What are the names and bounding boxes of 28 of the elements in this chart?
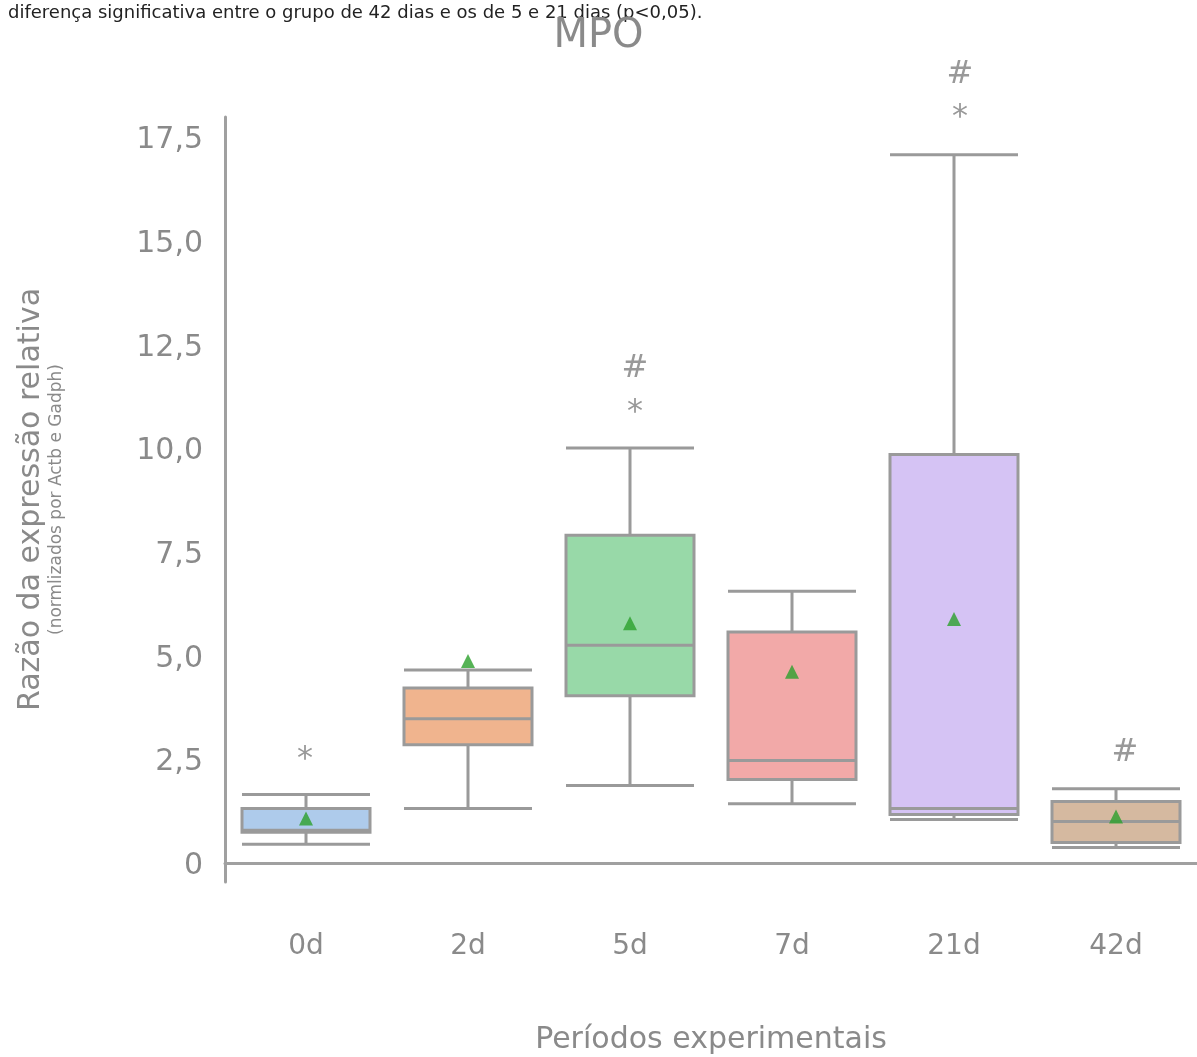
x-tick-label: 5d — [612, 927, 648, 961]
annotation: * — [952, 96, 968, 134]
point — [1109, 809, 1123, 824]
annotation: * — [297, 738, 313, 776]
y-tick-label: 10,0 — [136, 431, 203, 467]
x-tick-label: 21d — [927, 927, 981, 961]
x-tick-label: 2d — [450, 927, 486, 961]
y-tick-label: 0 — [183, 845, 203, 881]
point — [623, 616, 637, 631]
y-tick-label: 15,0 — [136, 223, 203, 259]
y-tick-label: 5,0 — [155, 638, 203, 674]
x-tick-label: 42d — [1089, 927, 1143, 961]
y-tick-label: 17,5 — [136, 120, 203, 156]
annotation: # — [621, 347, 649, 385]
x-tick-label: 7d — [774, 927, 810, 961]
y-tick-label: 12,5 — [136, 327, 203, 363]
x-tick-label: 0d — [288, 927, 324, 961]
y-tick-label: 2,5 — [155, 742, 203, 778]
point — [299, 811, 313, 826]
point — [461, 654, 475, 668]
annotation: * — [627, 391, 643, 429]
y-tick-label: 7,5 — [155, 534, 203, 570]
x-axis-title: Períodos experimentais — [535, 1019, 887, 1055]
point — [785, 664, 799, 679]
annotation: # — [1111, 731, 1139, 769]
point — [947, 612, 961, 627]
y-axis-title: Razão da expressão relativa (normlizados por Actb e Gadph) — [10, 287, 65, 712]
text: # — [946, 53, 974, 91]
